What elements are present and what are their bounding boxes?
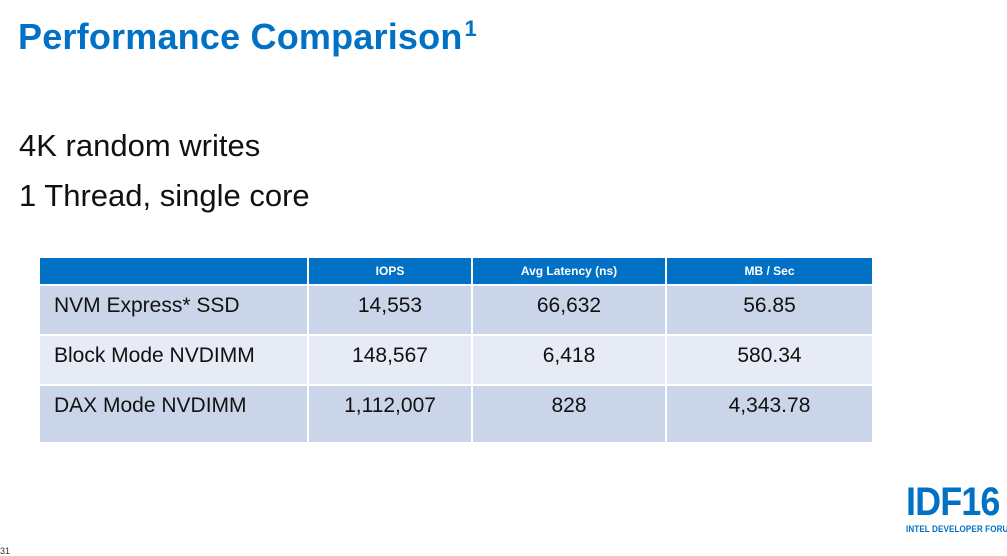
row-label: DAX Mode NVDIMM [40,384,308,442]
throughput-cell: 56.85 [665,284,872,335]
iops-cell: 148,567 [307,334,472,385]
header-cell-iops: IOPS [307,258,472,285]
header-cell-device [40,258,308,285]
table-row: NVM Express* SSD 14,553 66,632 56.85 [40,284,872,335]
performance-table: IOPS Avg Latency (ns) MB / Sec NVM Expre… [40,258,872,442]
page-number: 31 [0,546,11,556]
latency-cell: 828 [471,384,666,442]
latency-cell: 66,632 [471,284,666,335]
row-label: Block Mode NVDIMM [40,334,308,385]
row-label: NVM Express* SSD [40,284,308,335]
throughput-cell: 580.34 [665,334,872,385]
table-row: DAX Mode NVDIMM 1,112,007 828 4,343.78 [40,384,872,442]
header-cell-mb-sec: MB / Sec [665,258,872,285]
title-footnote-marker: 1 [464,16,477,41]
idf16-logo: IDF16 INTEL DEVELOPER FORUM [906,480,1007,544]
table-row: Block Mode NVDIMM 148,567 6,418 580.34 [40,334,872,385]
subtitle-workload: 4K random writes [19,128,261,163]
header-cell-avg-latency: Avg Latency (ns) [471,258,666,285]
iops-cell: 1,112,007 [307,384,472,442]
logo-big-text: IDF16 [906,480,1000,524]
latency-cell: 6,418 [471,334,666,385]
table-header-row: IOPS Avg Latency (ns) MB / Sec [40,258,872,285]
subtitle-threads: 1 Thread, single core [19,178,310,213]
iops-cell: 14,553 [307,284,472,335]
slide-title-text: Performance Comparison [18,16,463,57]
throughput-cell: 4,343.78 [665,384,872,442]
slide-title: Performance Comparison1 [18,16,477,58]
logo-small-text: INTEL DEVELOPER FORUM [906,524,1007,534]
